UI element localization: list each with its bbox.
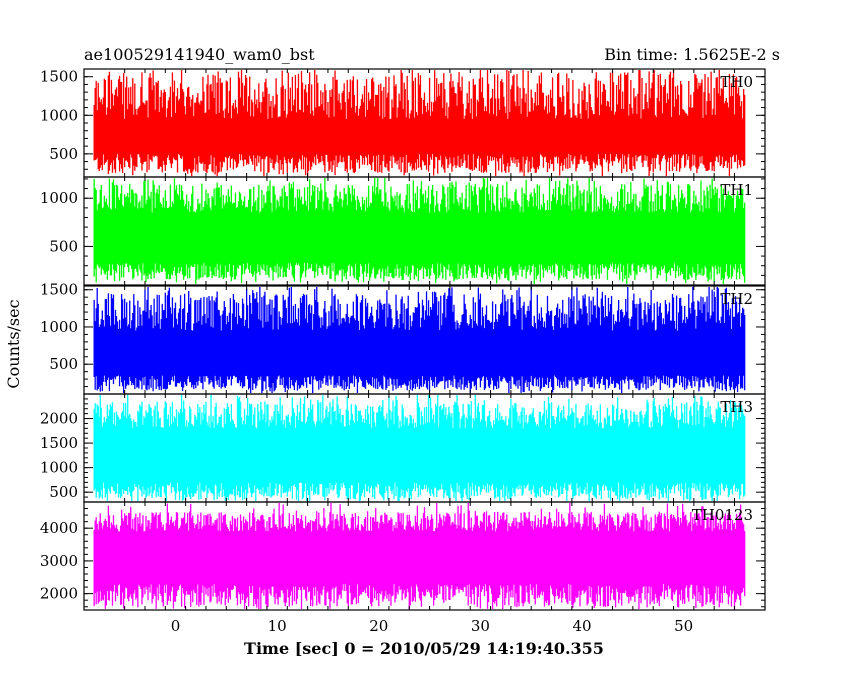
y-tick-label: 2000 [40, 410, 78, 428]
panel-th1: 500 1000 TH1 [40, 176, 766, 286]
x-tick-label: 20 [369, 617, 388, 635]
series-trace-th0123 [93, 503, 746, 609]
y-tick-label: 1000 [40, 189, 78, 207]
panel-th3: 500 1000 1500 2000 TH3 [40, 393, 766, 503]
panel-th0: 500 1000 1500 TH0 [40, 68, 766, 178]
y-tick-label: 500 [49, 483, 78, 501]
panel-th2: 500 1000 1500 TH2 [40, 281, 766, 395]
series-trace-th0 [93, 70, 746, 176]
series-label: TH1 [720, 181, 753, 199]
y-tick-label: 500 [49, 237, 78, 255]
y-tick-label: 1500 [40, 281, 78, 299]
y-tick-label: 1000 [40, 318, 78, 336]
y-tick-label: 1000 [40, 106, 78, 124]
series-label: TH0 [720, 73, 753, 91]
series-trace-th2 [93, 287, 746, 393]
series-label: TH2 [720, 290, 753, 308]
x-tick-label: 50 [674, 617, 693, 635]
y-tick-label: 1000 [40, 459, 78, 477]
panel-frame [83, 176, 766, 286]
y-tick-label: 3000 [40, 552, 78, 570]
x-tick-label: 30 [471, 617, 490, 635]
x-tick-label: 40 [572, 617, 591, 635]
y-tick-label: 2000 [40, 585, 78, 603]
panel-th0123: 2000 3000 4000 TH0123 [40, 501, 766, 611]
y-tick-label: 500 [49, 145, 78, 163]
panel-frame [83, 501, 766, 611]
y-axis-label: Counts/sec [4, 299, 23, 388]
series-label: TH3 [720, 398, 753, 416]
series-trace-th3 [93, 395, 746, 501]
x-axis-label: Time [sec] 0 = 2010/05/29 14:19:40.355 [244, 639, 604, 658]
chart-title: ae100529141940_wam0_bst [84, 45, 315, 64]
y-tick-label: 500 [49, 355, 78, 373]
x-tick-label: 0 [171, 617, 181, 635]
y-tick-label: 4000 [40, 519, 78, 537]
bin-time-label: Bin time: 1.5625E-2 s [604, 45, 780, 64]
y-tick-label: 1500 [40, 68, 78, 86]
y-tick-label: 1500 [40, 434, 78, 452]
series-label: TH0123 [692, 506, 753, 524]
series-trace-th1 [93, 178, 746, 284]
x-tick-label: 10 [268, 617, 287, 635]
